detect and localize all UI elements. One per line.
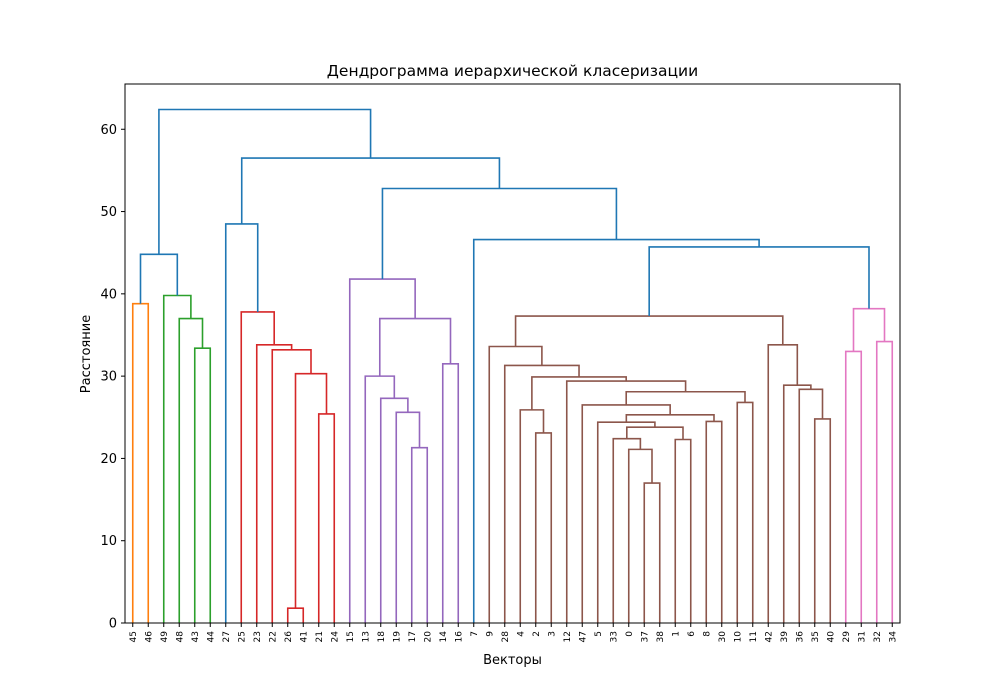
leaf-label: 8 (702, 631, 712, 637)
leaf-label: 15 (346, 631, 356, 642)
leaf-label: 48 (175, 631, 185, 643)
leaf-label: 42 (764, 631, 774, 642)
leaf-label: 5 (594, 631, 604, 637)
leaf-label: 6 (687, 631, 697, 637)
leaf-label: 18 (377, 631, 387, 643)
leaf-label: 49 (160, 631, 170, 643)
leaf-label: 41 (299, 631, 309, 642)
leaf-label: 14 (439, 631, 449, 643)
leaf-label: 25 (237, 631, 247, 642)
leaf-label: 33 (609, 631, 619, 642)
leaf-label: 22 (268, 631, 278, 642)
y-tick-label: 60 (100, 123, 117, 138)
leaf-label: 21 (315, 631, 325, 642)
leaf-label: 39 (780, 631, 790, 643)
chart-title: Дендрограмма иерархической класеризации (327, 62, 698, 80)
leaf-label: 2 (532, 631, 542, 637)
leaf-label: 7 (470, 631, 480, 637)
leaf-label: 47 (578, 631, 588, 642)
leaf-label: 43 (191, 631, 201, 642)
leaf-label: 45 (129, 631, 139, 642)
x-axis-ticks: 45 46 49 48 43 44 27 25 23 22 26 41 21 24 15 13 18 19 17 20… (129, 623, 898, 643)
y-tick-label: 40 (100, 287, 117, 302)
link-G7 (158, 108, 372, 255)
leaf-label: 34 (888, 631, 898, 643)
leaf-label: 17 (408, 631, 418, 642)
leaf-label: 36 (795, 631, 805, 643)
y-tick-label: 30 (100, 370, 117, 385)
leaf-label: 23 (253, 631, 263, 642)
leaf-label: 30 (718, 631, 728, 643)
leaf-label: 37 (640, 631, 650, 642)
y-tick-label: 10 (100, 534, 117, 549)
leaf-label: 46 (144, 631, 154, 643)
leaf-label: 29 (842, 631, 852, 643)
y-axis-label: Расстояние (79, 315, 94, 393)
y-tick-label: 0 (109, 617, 117, 632)
y-axis-ticks: 0 10 20 30 40 50 60 (100, 123, 125, 632)
leaf-label: 3 (547, 631, 557, 637)
leaf-label: 20 (423, 631, 433, 643)
leaf-label: 12 (563, 631, 573, 642)
plot-frame (124, 83, 901, 624)
y-tick-label: 20 (100, 452, 117, 467)
leaf-label: 27 (222, 631, 232, 642)
leaf-label: 10 (733, 631, 743, 643)
y-tick-label: 50 (100, 205, 117, 220)
leaf-label: 38 (656, 631, 666, 643)
leaf-label: 4 (516, 631, 526, 637)
leaf-label: 0 (625, 631, 635, 637)
leaf-label: 31 (857, 631, 867, 642)
leaf-label: 1 (671, 631, 681, 637)
dendrogram-links (131, 108, 894, 623)
leaf-label: 28 (501, 631, 511, 643)
leaf-label: 11 (749, 631, 759, 642)
leaf-label: 26 (284, 631, 294, 643)
leaf-label: 16 (454, 631, 464, 643)
leaf-label: 19 (392, 631, 402, 643)
leaf-label: 9 (485, 631, 495, 637)
leaf-label: 44 (206, 631, 216, 643)
leaf-label: 24 (330, 631, 340, 643)
leaf-label: 40 (826, 631, 836, 643)
x-axis-label: Векторы (483, 653, 542, 668)
leaf-label: 32 (873, 631, 883, 642)
leaf-label: 13 (361, 631, 371, 642)
leaf-label: 35 (811, 631, 821, 642)
